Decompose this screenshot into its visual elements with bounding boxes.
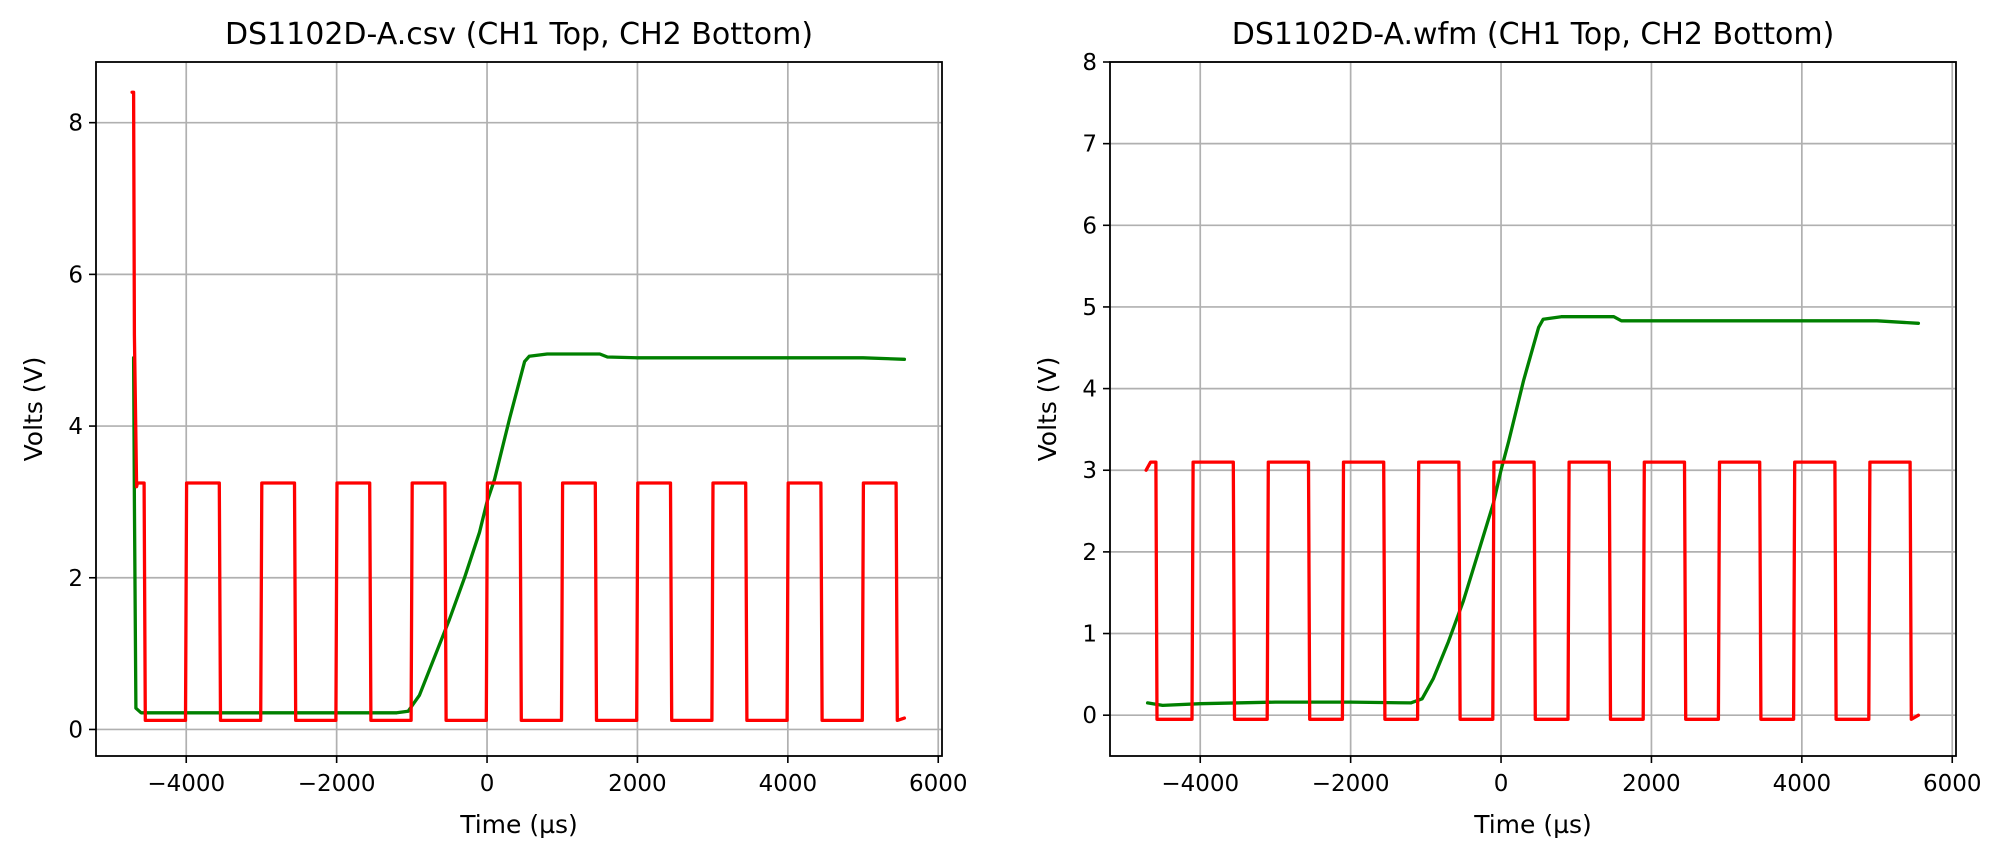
chart-title-right: DS1102D-A.wfm (CH1 Top, CH2 Bottom) [1232, 17, 1835, 52]
x-tick-label: −4000 [147, 771, 225, 797]
series-right [1144, 315, 1921, 721]
series-line-1 [131, 352, 907, 715]
x-tick-label: −4000 [1161, 771, 1239, 797]
x-tick-label: 0 [480, 771, 495, 797]
y-tick-label: 8 [1082, 50, 1097, 76]
grid-right [1110, 61, 1956, 756]
y-tick-label: 3 [1082, 458, 1097, 484]
x-tick-label: −2000 [1312, 771, 1390, 797]
y-tick-label: 8 [68, 111, 83, 137]
y-tick-label: 0 [68, 717, 83, 743]
series-left [130, 90, 907, 723]
y-tick-label: 5 [1082, 295, 1097, 321]
y-tick-label: 2 [1082, 540, 1097, 566]
y-tick-label: 6 [68, 262, 83, 288]
y-axis-label-left: Volts (V) [19, 357, 48, 462]
grid-left [96, 62, 942, 756]
y-tick-label: 4 [68, 414, 83, 440]
y-tick-label: 2 [68, 566, 83, 592]
x-tick-label: −2000 [298, 771, 376, 797]
y-tick-label: 0 [1082, 703, 1097, 729]
x-tick-label: 2000 [608, 771, 667, 797]
x-tick-label: 6000 [909, 771, 968, 797]
x-tick-label: 4000 [759, 771, 818, 797]
y-tick-label: 1 [1082, 622, 1097, 648]
plot-frame-right [1109, 61, 1957, 757]
ticks-left: −4000 −2000 0 2000 4000 6000 0 2 4 6 8 [68, 111, 967, 797]
y-tick-label: 6 [1082, 213, 1097, 239]
x-tick-label: 0 [1494, 771, 1509, 797]
y-axis-label-right: Volts (V) [1033, 357, 1062, 462]
y-tick-label: 7 [1082, 132, 1097, 158]
x-tick-label: 6000 [1923, 771, 1982, 797]
series-line-1 [1145, 315, 1921, 708]
x-axis-label-right: Time (µs) [1473, 810, 1592, 839]
x-tick-label: 4000 [1773, 771, 1832, 797]
x-tick-label: 2000 [1622, 771, 1681, 797]
series-line-2 [1144, 460, 1921, 721]
x-axis-label-left: Time (µs) [459, 810, 578, 839]
series-line-2 [130, 90, 907, 723]
chart-title-left: DS1102D-A.csv (CH1 Top, CH2 Bottom) [225, 17, 813, 52]
chart-panel-left: −4000 −2000 0 2000 4000 6000 0 2 4 6 8 DS1102D-A.c… [19, 17, 968, 839]
chart-panel-right: −4000 −2000 0 2000 4000 6000 0 1 2 3 4 5 6 7 8 DS1102D… [1033, 17, 1982, 839]
y-tick-label: 4 [1082, 377, 1097, 403]
ticks-right: −4000 −2000 0 2000 4000 6000 0 1 2 3 4 5 6 7 8 [1082, 50, 1981, 797]
plot-frame-left [95, 61, 943, 757]
